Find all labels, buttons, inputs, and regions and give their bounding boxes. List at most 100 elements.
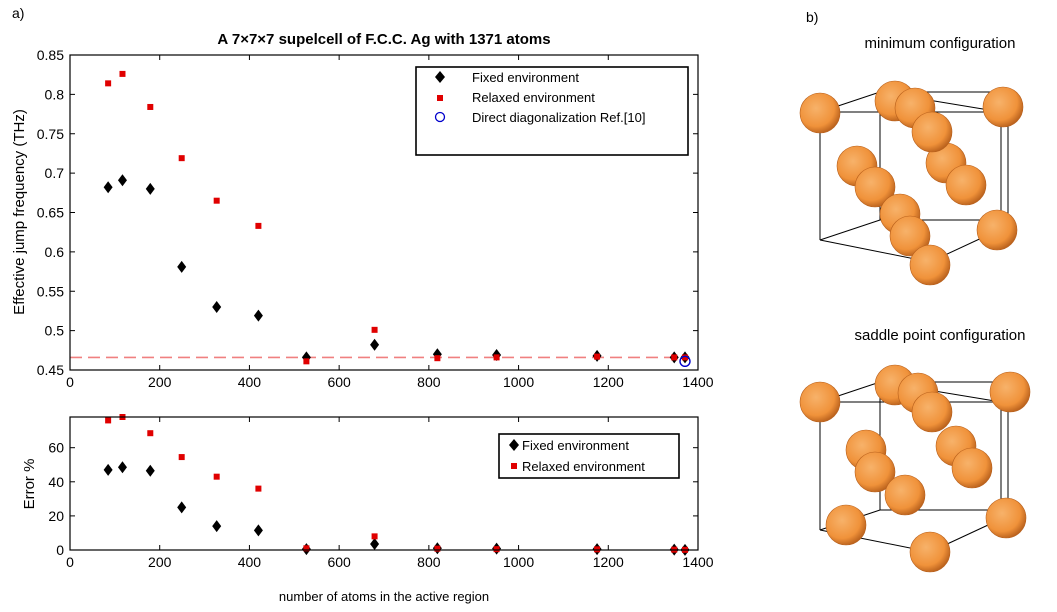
y-tick-label: 0 — [56, 542, 64, 558]
x-tick-label: 200 — [148, 554, 172, 570]
x-axis-label: number of atoms in the active region — [279, 589, 489, 604]
y-axis-label: Error % — [21, 459, 38, 510]
point-relaxed — [178, 155, 185, 162]
point-relaxed — [213, 197, 220, 204]
atom — [985, 497, 1027, 539]
point-relaxed — [303, 545, 310, 552]
point-relaxed — [105, 417, 112, 424]
x-tick-label: 1000 — [503, 554, 534, 570]
legend-marker-relaxed — [511, 463, 517, 469]
point-fixed — [212, 301, 222, 313]
y-tick-label: 0.55 — [37, 283, 64, 299]
point-fixed — [103, 181, 113, 194]
y-tick-label: 0.65 — [37, 205, 64, 221]
plot-frame — [69, 54, 699, 371]
point-relaxed — [671, 354, 678, 361]
point-fixed — [370, 538, 380, 551]
legend-label-fixed: Fixed environment — [522, 438, 629, 453]
atom — [911, 391, 953, 433]
y-axis-label: Effective jump frequency (THz) — [11, 109, 28, 315]
x-tick-label: 800 — [417, 374, 441, 390]
atom — [825, 504, 867, 546]
atom — [909, 244, 951, 286]
point-relaxed — [594, 353, 601, 360]
atom — [989, 371, 1031, 413]
point-relaxed — [178, 454, 185, 461]
legend-label-fixed: Fixed environment — [472, 70, 579, 85]
point-relaxed — [255, 485, 262, 492]
point-relaxed — [434, 355, 441, 362]
point-fixed — [370, 338, 380, 351]
legend-marker-fixed — [509, 439, 519, 451]
point-relaxed — [371, 326, 378, 333]
legend-label-relaxed: Relaxed environment — [522, 459, 645, 474]
plot-frame — [69, 416, 699, 551]
atom — [799, 92, 841, 134]
point-relaxed — [493, 546, 500, 553]
point-relaxed — [371, 533, 378, 540]
legend: Fixed environment Relaxed environment — [498, 433, 680, 479]
x-tick-label: 0 — [66, 554, 74, 570]
point-fixed — [177, 260, 187, 273]
y-tick-label: 0.8 — [45, 86, 65, 102]
x-tick-label: 1200 — [593, 374, 624, 390]
atom — [884, 474, 926, 516]
atom — [909, 531, 951, 573]
atom — [799, 381, 841, 423]
legend-box — [498, 433, 680, 479]
atom — [911, 111, 953, 153]
point-fixed — [253, 524, 263, 537]
y-tick-label: 20 — [48, 508, 64, 524]
point-fixed — [177, 501, 187, 514]
jump-frequency-chart: A 7×7×7 supelcell of F.C.C. Ag with 1371… — [11, 31, 714, 390]
point-fixed — [117, 174, 127, 187]
point-fixed — [145, 464, 155, 477]
x-tick-label: 400 — [238, 374, 262, 390]
point-relaxed — [105, 80, 112, 87]
point-direct — [679, 355, 691, 368]
panel-label-a: a) — [12, 5, 24, 21]
atom — [889, 215, 931, 257]
point-fixed — [253, 309, 263, 322]
legend: Fixed environment Relaxed environment Di… — [415, 66, 689, 156]
x-tick-label: 600 — [327, 374, 351, 390]
point-relaxed — [493, 354, 500, 361]
x-tick-label: 400 — [238, 554, 262, 570]
minimum-configuration-structure — [799, 80, 1024, 286]
y-tick-label: 60 — [48, 440, 64, 456]
point-fixed — [103, 463, 113, 476]
x-tick-label: 600 — [327, 554, 351, 570]
legend-marker-fixed — [435, 71, 445, 83]
x-tick-label: 1200 — [593, 554, 624, 570]
panel-label-b: b) — [806, 9, 818, 25]
y-tick-group: 0.45 0.5 0.55 0.6 0.65 0.7 0.75 0.8 0.85 — [37, 47, 698, 378]
point-fixed — [117, 461, 127, 474]
legend-marker-direct — [434, 111, 446, 123]
structure-title-saddle: saddle point configuration — [855, 327, 1026, 344]
legend-box — [415, 66, 689, 156]
x-tick-label: 1000 — [503, 374, 534, 390]
chart-title: A 7×7×7 supelcell of F.C.C. Ag with 1371… — [217, 31, 550, 48]
x-tick-label: 800 — [417, 554, 441, 570]
point-fixed — [145, 182, 155, 195]
point-relaxed — [119, 70, 126, 77]
x-tick-label: 200 — [148, 374, 172, 390]
cell-edge — [819, 219, 881, 241]
y-tick-label: 0.45 — [37, 362, 64, 378]
y-tick-group: 0 20 40 60 — [48, 440, 698, 558]
y-tick-label: 0.7 — [45, 165, 65, 181]
point-fixed — [212, 520, 222, 533]
legend-marker-relaxed — [437, 95, 443, 101]
error-chart: 0 200 400 600 800 1000 1200 1400 0 20 40 60 Error … — [21, 414, 714, 604]
x-tick-group: 0 200 400 600 800 1000 1200 1400 — [66, 55, 714, 390]
atom — [854, 166, 896, 208]
atom — [945, 164, 987, 206]
atom — [976, 209, 1018, 251]
x-tick-label: 0 — [66, 374, 74, 390]
structure-title-minimum: minimum configuration — [865, 35, 1016, 52]
atom — [951, 447, 993, 489]
saddle-configuration-structure — [799, 364, 1031, 573]
point-relaxed — [255, 222, 262, 229]
legend-label-direct: Direct diagonalization Ref.[10] — [472, 110, 645, 125]
